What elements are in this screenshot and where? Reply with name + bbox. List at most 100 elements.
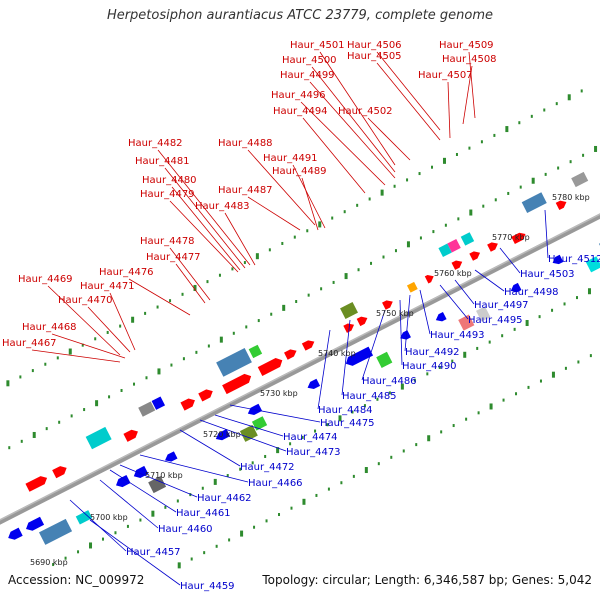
lower-gene-label: Haur_4503 [520, 269, 575, 280]
upper-gene-label: Haur_4509 [439, 40, 494, 51]
guide-dot [382, 255, 385, 259]
guide-dot [106, 330, 109, 334]
gene-block [52, 466, 67, 479]
guide-dot [31, 369, 34, 373]
guide-dot [539, 379, 542, 383]
guide-dot [544, 172, 547, 176]
gene-block [447, 239, 461, 253]
kbp-tick-label: 5740 kbp [318, 349, 356, 358]
upper-gene-label: Haur_4494 [273, 106, 328, 117]
guide-dot [438, 365, 441, 369]
guide-dot [551, 308, 554, 312]
guide-dot [388, 391, 391, 395]
guide-dot [406, 241, 410, 248]
guide-dot [543, 108, 546, 112]
gene-block [8, 527, 23, 540]
lower-label-leader [454, 279, 475, 305]
gene-block [239, 424, 258, 442]
guide-dot [413, 378, 416, 382]
guide-dot [251, 461, 254, 465]
guide-dot [576, 296, 579, 300]
upper-label-leader [468, 51, 476, 119]
upper-gene-label: Haur_4506 [347, 40, 402, 51]
guide-dot [465, 417, 468, 421]
guide-dot [327, 487, 330, 491]
guide-dot [320, 287, 323, 291]
guide-dot [8, 446, 11, 450]
guide-dot [432, 230, 435, 234]
guide-dot [119, 324, 122, 328]
gene-block [116, 474, 131, 488]
gene-block [406, 281, 418, 293]
guide-dot [302, 498, 306, 505]
gene-block [356, 316, 368, 327]
upper-label-leader [447, 81, 451, 139]
lower-gene-label: Haur_4461 [176, 508, 231, 519]
gene-block [257, 358, 283, 377]
lower-label-leader [544, 209, 549, 259]
guide-dot [169, 299, 172, 303]
upper-gene-label: Haur_4487 [218, 185, 273, 196]
guide-dot [239, 467, 242, 471]
guide-dot [577, 360, 580, 364]
lower-gene-label: Haur_4485 [342, 391, 397, 402]
upper-label-leader [292, 164, 326, 229]
guide-dot [364, 467, 368, 474]
guide-dot [170, 363, 173, 367]
guide-dot [293, 235, 296, 239]
upper-label-leader [175, 263, 206, 304]
upper-gene-label: Haur_4488 [218, 138, 273, 149]
guide-dot [94, 337, 97, 341]
lower-gene-label: Haur_4472 [240, 462, 295, 473]
gene-block [85, 426, 112, 450]
guide-dot [215, 544, 218, 548]
upper-gene-label: Haur_4478 [140, 236, 195, 247]
guide-dot [352, 474, 355, 478]
upper-label-leader [376, 51, 441, 131]
guide-dot [282, 304, 286, 311]
guide-dot [190, 557, 193, 561]
upper-label-leader [224, 212, 256, 266]
gene-block [438, 243, 452, 258]
lower-gene-label: Haur_4475 [320, 418, 375, 429]
gene-block [469, 251, 481, 261]
guide-dot [426, 372, 429, 376]
guide-dot [440, 430, 443, 434]
gene-block [198, 389, 213, 402]
lower-label-leader [361, 309, 386, 381]
gene-block [123, 429, 138, 442]
guide-dot [340, 481, 343, 485]
gene-block [511, 232, 526, 244]
guide-dot [6, 380, 10, 387]
gene-block [215, 429, 231, 441]
upper-label-leader [128, 278, 191, 316]
guide-dot [314, 429, 317, 433]
upper-gene-label: Haur_4476 [99, 267, 154, 278]
upper-gene-label: Haur_4507 [418, 70, 473, 81]
guide-dot [164, 505, 167, 509]
guide-dot [494, 198, 497, 202]
guide-dot [557, 166, 560, 170]
guide-dot [393, 184, 396, 188]
guide-dot [564, 366, 567, 370]
upper-label-leader [157, 149, 251, 266]
guide-dot [338, 415, 342, 422]
lower-gene-label: Haur_4490 [402, 361, 457, 372]
guide-dot [126, 524, 129, 528]
upper-gene-label: Haur_4482 [128, 138, 183, 149]
upper-label-leader [309, 81, 396, 179]
guide-dot [19, 375, 22, 379]
guide-dot [519, 185, 522, 189]
upper-gene-label: Haur_4496 [271, 90, 326, 101]
guide-dot [569, 160, 572, 164]
upper-label-leader [51, 333, 126, 359]
guide-dot [488, 340, 491, 344]
upper-label-leader [31, 349, 121, 363]
gene-block [460, 232, 475, 246]
genome-backbone-highlight [0, 213, 600, 521]
guide-dot [507, 191, 510, 195]
guide-dot [306, 229, 309, 233]
guide-dot [442, 157, 446, 164]
lower-gene-label: Haur_4460 [158, 524, 213, 535]
